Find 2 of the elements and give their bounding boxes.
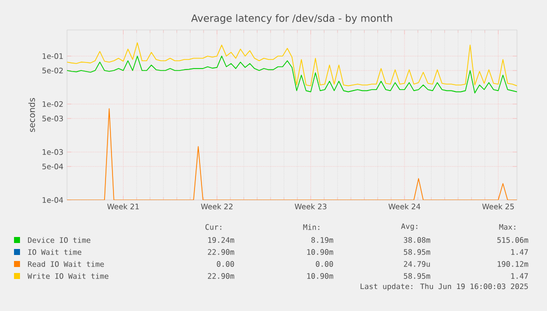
y-axis-title: seconds bbox=[28, 98, 35, 132]
chart-title: Average latency for /dev/sda - by month bbox=[191, 14, 392, 24]
